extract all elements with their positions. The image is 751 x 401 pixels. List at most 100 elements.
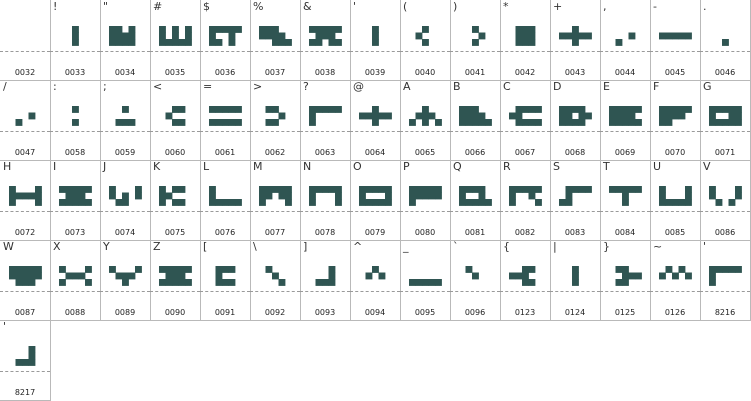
baseline-guide	[250, 51, 300, 52]
glyph-cell: * 0042	[500, 0, 551, 81]
glyph-code-label: 0033	[64, 68, 86, 77]
baseline-guide	[150, 211, 200, 212]
glyph-pixel	[565, 106, 573, 113]
glyph-pixel	[265, 32, 273, 40]
glyph-pixel	[265, 26, 273, 33]
glyph-preview	[509, 186, 542, 206]
glyph-pixel	[222, 106, 229, 113]
glyph-pixel	[85, 186, 92, 193]
glyph-character-label: )	[453, 0, 458, 13]
glyph-pixel	[35, 266, 42, 273]
glyph-cell: +0043	[550, 0, 601, 81]
glyph-pixel	[735, 119, 742, 126]
glyph-pixel	[709, 186, 716, 193]
glyph-pixel	[309, 186, 316, 193]
glyph-pixel	[659, 186, 666, 193]
glyph-pixel	[165, 272, 173, 280]
glyph-cell: ` 0096	[450, 240, 501, 321]
glyph-pixel	[215, 199, 223, 206]
glyph-code-label: 0066	[464, 148, 486, 157]
glyph-pixel	[559, 32, 566, 40]
glyph-preview	[615, 266, 642, 286]
glyph-pixel	[728, 119, 736, 126]
glyph-character-label: @	[353, 80, 364, 93]
glyph-pixel	[685, 186, 692, 193]
glyph-pixel	[59, 266, 66, 273]
glyph-preview	[609, 186, 642, 206]
glyph-pixel	[228, 266, 236, 273]
glyph-cell: \ 0092	[250, 240, 301, 321]
baseline-guide	[350, 211, 400, 212]
glyph-pixel	[735, 192, 742, 200]
baseline-guide	[600, 51, 650, 52]
glyph-pixel	[522, 279, 529, 286]
glyph-cell: A 0065	[400, 80, 451, 161]
glyph-pixel	[15, 266, 23, 273]
glyph-character-label: =	[203, 80, 213, 93]
glyph-pixel	[409, 119, 416, 126]
glyph-pixel	[572, 106, 579, 113]
glyph-cell: T 0084	[600, 160, 651, 241]
glyph-cell: J 0074	[100, 160, 151, 241]
glyph-pixel	[522, 272, 529, 280]
baseline-guide	[0, 291, 50, 292]
glyph-pixel	[385, 199, 392, 206]
glyph-cell: W 0087	[0, 240, 51, 321]
glyph-pixel	[628, 106, 636, 113]
glyph-pixel	[622, 106, 629, 113]
glyph-pixel	[335, 199, 342, 206]
glyph-pixel	[22, 272, 29, 280]
glyph-pixel	[122, 32, 129, 40]
glyph-code-label: 0038	[314, 68, 336, 77]
glyph-code-label: 0089	[114, 308, 136, 317]
glyph-code-label: 0037	[264, 68, 286, 77]
glyph-character-label: '	[703, 240, 707, 253]
glyph-preview	[659, 106, 692, 126]
glyph-pixel	[522, 26, 529, 33]
glyph-pixel	[235, 106, 242, 113]
glyph-character-label: +	[553, 0, 563, 13]
glyph-pixel	[278, 186, 286, 193]
glyph-pixel	[628, 32, 636, 40]
glyph-cell: , 0044	[600, 0, 651, 81]
glyph-preview	[15, 346, 36, 366]
baseline-guide	[350, 291, 400, 292]
glyph-character-label: ^	[353, 240, 363, 253]
glyph-pixel	[178, 199, 186, 206]
glyph-pixel	[685, 32, 692, 40]
glyph-preview	[259, 186, 292, 206]
glyph-pixel	[665, 106, 673, 113]
glyph-pixel	[165, 279, 173, 286]
glyph-cell: P 0080	[400, 160, 451, 241]
baseline-guide	[700, 51, 750, 52]
glyph-pixel	[659, 199, 666, 206]
baseline-guide	[300, 291, 350, 292]
glyph-pixel	[385, 186, 392, 193]
glyph-pixel	[165, 266, 173, 273]
glyph-cell: - 0045	[650, 0, 701, 81]
glyph-pixel	[115, 32, 123, 40]
baseline-guide	[700, 211, 750, 212]
baseline-guide	[200, 211, 250, 212]
glyph-pixel	[465, 266, 473, 273]
baseline-guide	[100, 291, 150, 292]
glyph-pixel	[209, 186, 216, 193]
glyph-character-label: B	[453, 80, 461, 93]
glyph-cell: C 0067	[500, 80, 551, 161]
glyph-pixel	[178, 119, 186, 126]
glyph-preview	[309, 26, 342, 46]
glyph-pixel	[159, 32, 166, 40]
glyph-code-label: 0070	[664, 148, 686, 157]
glyph-character-label: Z	[153, 240, 161, 253]
glyph-pixel	[115, 272, 123, 280]
glyph-pixel	[328, 39, 336, 46]
glyph-pixel	[309, 192, 316, 200]
glyph-code-label: 0067	[514, 148, 536, 157]
glyph-pixel	[272, 106, 279, 113]
glyph-pixel	[315, 279, 323, 286]
glyph-pixel	[522, 39, 529, 46]
glyph-preview	[72, 106, 79, 126]
glyph-pixel	[728, 199, 736, 206]
glyph-pixel	[415, 192, 423, 200]
glyph-preview	[572, 266, 579, 286]
